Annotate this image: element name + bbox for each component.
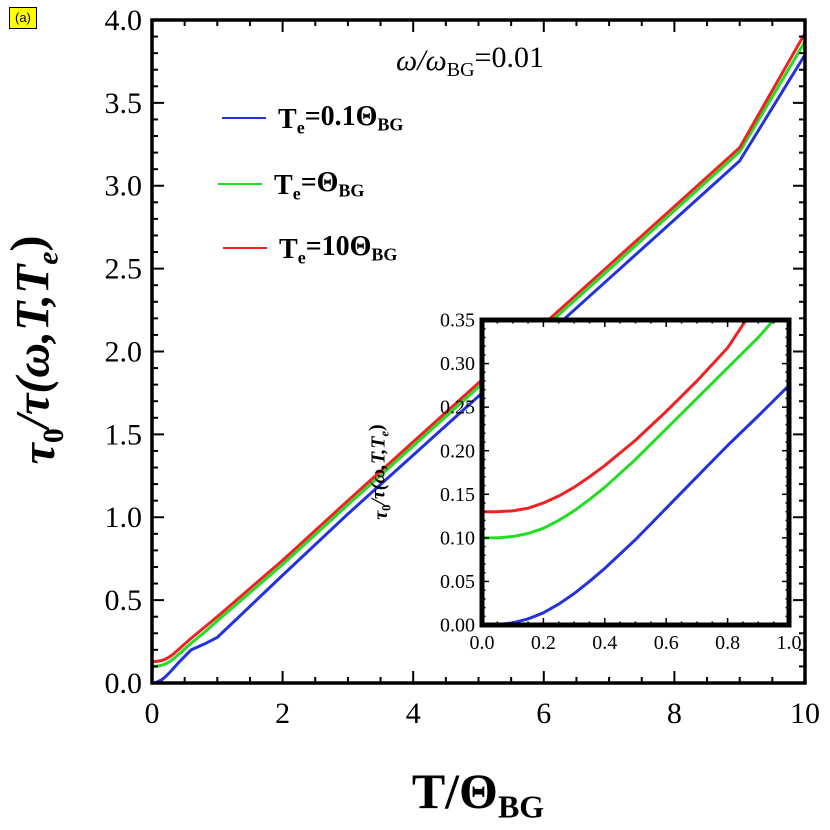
legend-label-0: Te=0.1ΘBG	[278, 101, 403, 137]
inset-xtick-label: 1.0	[777, 632, 802, 654]
main-ytick-label: 3.5	[105, 87, 143, 120]
main-series-group	[152, 32, 805, 683]
inset-background	[482, 320, 789, 625]
inset-ytick-label: 0.30	[440, 353, 475, 375]
inset-ytick-label: 0.35	[440, 310, 475, 332]
main-xtick-label: 6	[536, 697, 551, 730]
main-xtick-label: 10	[790, 697, 820, 730]
inset-y-axis-label: τ0/τ(ω,T,Te)	[365, 424, 393, 519]
main-series-line-0	[152, 54, 805, 683]
main-series-line-1	[152, 40, 805, 668]
main-ytick-label: 0.5	[105, 584, 143, 617]
x-axis-label: T/ΘBG​	[412, 763, 544, 825]
inset-series-line-1	[482, 320, 775, 540]
main-ytick-label: 1.5	[105, 418, 143, 451]
inset-series-group	[482, 320, 789, 625]
inset-ytick-label: 0.15	[440, 484, 475, 506]
inset-ytick-label: 0.10	[440, 527, 475, 549]
inset-ytick-label: 0.05	[440, 571, 475, 593]
main-xtick-label: 2	[275, 697, 290, 730]
main-plot: 0 2 4 6 8 10 0.0 0.5 1.0 1.5 2.0 2.5 3.0 3.5 4.0 T/ΘBG​…	[1, 4, 820, 825]
legend: Te=0.1ΘBG Te=ΘBG Te=10ΘBG	[218, 101, 403, 267]
inset-xtick-label: 0.2	[531, 632, 556, 654]
inset-xtick-label: 0.0	[470, 632, 495, 654]
main-ytick-label: 1.0	[105, 501, 143, 534]
annotation-text: ω/ωBG=0.01	[396, 41, 544, 81]
main-ytick-label: 0.0	[105, 667, 143, 700]
inset-ytick-label: 0.20	[440, 440, 475, 462]
legend-label-1: Te=ΘBG	[274, 167, 364, 203]
inset-ytick-label: 0.00	[440, 615, 475, 637]
inset-xtick-label: 0.8	[715, 632, 740, 654]
inset-xtick-label: 0.4	[592, 632, 617, 654]
y-axis-label: τ0/τ(ω,T,Te)	[1, 236, 70, 465]
panel-label: (a)	[9, 7, 37, 29]
inset-series-line-0	[482, 384, 789, 625]
main-xtick-label: 8	[667, 697, 682, 730]
main-xtick-label: 4	[406, 697, 421, 730]
main-ytick-label: 4.0	[105, 4, 143, 37]
main-series-line-2	[152, 32, 805, 663]
main-ytick-label: 2.0	[105, 335, 143, 368]
main-xtick-label: 0	[145, 697, 160, 730]
legend-label-2: Te=10ΘBG	[279, 231, 397, 267]
inset-plot: 0.0 0.2 0.4 0.6 0.8 1.0 0.00 0.05 0.10 0.15 0.20 0.…	[365, 310, 801, 654]
main-ytick-label: 3.0	[105, 170, 143, 203]
inset-series-line-2	[482, 320, 748, 514]
main-ytick-label: 2.5	[105, 253, 143, 286]
inset-xtick-label: 0.6	[654, 632, 679, 654]
inset-ytick-label: 0.25	[440, 397, 475, 419]
